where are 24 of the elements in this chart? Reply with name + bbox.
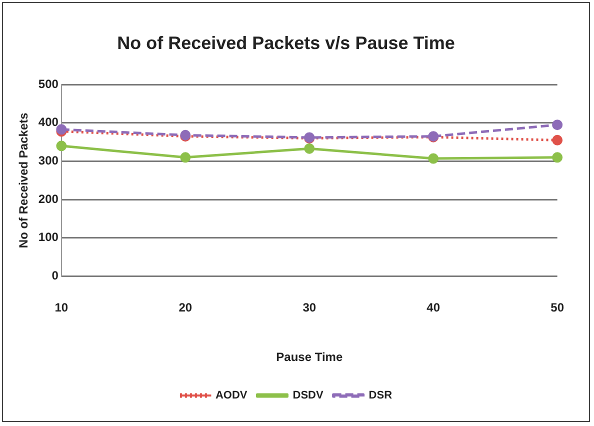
x-tick-label: 20: [178, 300, 192, 315]
point: [552, 152, 563, 163]
x-axis-title: Pause Time: [276, 350, 343, 364]
x-tick-label: 10: [54, 300, 68, 315]
y-tick-label: 400: [38, 115, 59, 130]
point: [428, 153, 439, 164]
y-tick-label: 0: [52, 268, 59, 283]
point: [56, 140, 67, 152]
chart-title: No of Received Packets v/s Pause Time: [117, 32, 455, 53]
legend-label: AODV: [215, 390, 248, 402]
point: [304, 143, 315, 154]
y-tick-label: 200: [38, 192, 59, 206]
point: [180, 152, 191, 163]
x-tick-label: 50: [550, 300, 564, 315]
y-tick-label: 300: [38, 154, 59, 168]
x-tick-label: 30: [302, 300, 316, 315]
x-tick-label: 40: [426, 300, 440, 315]
y-axis-title: No of Received Packets: [16, 112, 31, 248]
point: [552, 120, 563, 130]
y-tick-label: 500: [38, 76, 59, 91]
legend-label: DSDV: [292, 390, 324, 402]
point: [552, 134, 563, 146]
legend-label: DSR: [368, 390, 392, 402]
y-tick-label: 100: [38, 230, 59, 244]
